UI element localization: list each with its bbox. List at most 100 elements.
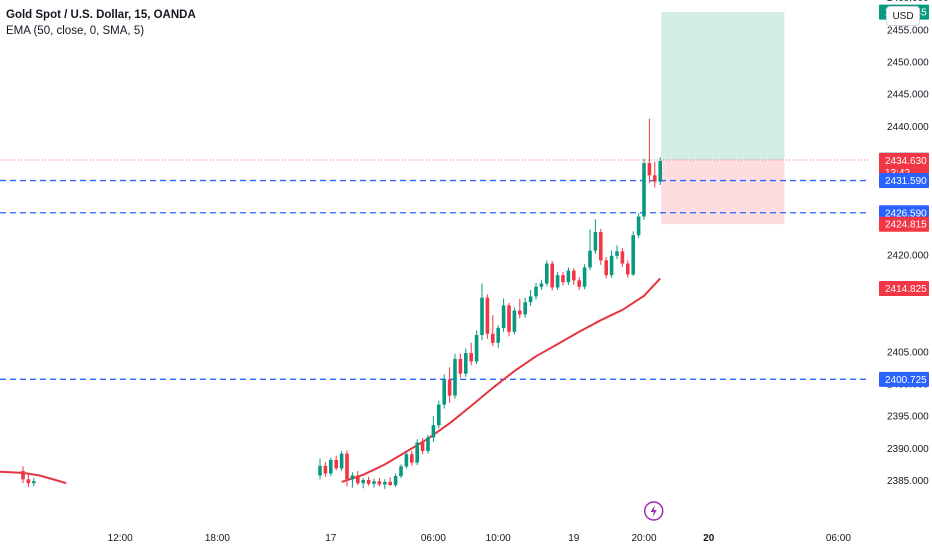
candle-body: [426, 437, 430, 451]
candle-body: [469, 353, 473, 362]
candle-body: [572, 270, 576, 281]
candle-body: [561, 275, 565, 283]
price-badge-bg: [879, 216, 929, 232]
price-badge-label: 2424.815: [885, 220, 927, 231]
price-tick-label: 2390.000: [887, 444, 929, 455]
candle-30: [464, 348, 468, 377]
candle-43: [534, 282, 538, 300]
price-badge-4: 2426.590: [879, 205, 929, 221]
candle-22: [420, 438, 425, 455]
candle-66: [658, 157, 662, 186]
candle-body: [453, 358, 457, 396]
candle-body: [545, 263, 549, 284]
candle-59: [620, 248, 625, 267]
candle-39: [512, 307, 517, 335]
indicator-label[interactable]: EMA (50, close, 0, SMA, 5): [6, 25, 145, 37]
candle-body: [431, 425, 436, 438]
price-badge-label: 2400.725: [885, 375, 927, 386]
candle-body: [582, 267, 587, 287]
price-tick-label: 2385.000: [887, 476, 929, 487]
candle-body: [21, 470, 25, 480]
candle-56: [604, 257, 608, 279]
candle-33: [480, 283, 484, 341]
time-tick-label: 20: [703, 533, 715, 544]
time-tick-label: 18:00: [205, 533, 230, 544]
price-badge-5: 2424.815: [879, 216, 929, 232]
candle-body: [615, 251, 619, 256]
candle-body: [631, 235, 635, 275]
candle-body: [383, 481, 387, 485]
time-tick-label: 06:00: [826, 533, 851, 544]
symbol-title[interactable]: Gold Spot / U.S. Dollar, 15, OANDA: [6, 9, 196, 21]
candle-body: [642, 163, 646, 217]
candle-body: [356, 475, 360, 484]
time-tick-label: 20:00: [631, 533, 656, 544]
candle-60: [626, 260, 630, 278]
candle-54: [593, 219, 598, 254]
candle-7: [339, 450, 344, 471]
candle-12: [366, 476, 371, 486]
candle-body: [501, 305, 506, 328]
candle-35: [491, 315, 495, 347]
candle-body: [366, 479, 371, 484]
candle-55: [599, 228, 603, 265]
candle-body: [480, 297, 484, 336]
candle-53: [588, 229, 592, 271]
candle-19: [404, 451, 409, 469]
candle-body: [518, 310, 522, 315]
candle-body: [653, 175, 657, 182]
event-marker[interactable]: [644, 501, 664, 521]
candle-body: [528, 296, 533, 303]
price-tick-label: 2445.000: [887, 90, 929, 101]
candle-body: [626, 263, 630, 275]
candle-38: [507, 302, 511, 337]
ema-line-0: [0, 470, 67, 485]
time-tick-label: 12:00: [108, 533, 133, 544]
candle-body: [566, 270, 571, 283]
price-badge-3: 2431.590: [879, 173, 929, 189]
candle-20: [410, 450, 414, 466]
candle-body: [372, 481, 376, 484]
currency-button[interactable]: USD: [886, 6, 920, 26]
price-tick-label: 2460.000: [887, 0, 929, 4]
time-axis[interactable]: 12:00 18:00 17 06:00 10:00 19 20:00 20 06:00: [108, 533, 852, 544]
candle-body: [404, 454, 409, 467]
candle-body: [620, 251, 625, 264]
candle-body: [555, 275, 560, 288]
candle-21: [415, 439, 419, 466]
candle-body: [415, 442, 419, 463]
price-axis[interactable]: 2385.0002390.0002395.0002400.0002405.000…: [887, 0, 929, 487]
price-tick-label: 2455.000: [887, 25, 929, 36]
price-badge-label: 2414.825: [885, 284, 927, 295]
price-tick-label: 2440.000: [887, 122, 929, 133]
candle-body: [539, 283, 544, 287]
candle-29: [458, 353, 463, 378]
candle-body: [588, 250, 592, 268]
candle-1: [26, 474, 31, 488]
candle-15: [383, 479, 387, 489]
candle-body: [512, 310, 517, 332]
candle-body: [491, 333, 495, 343]
candle-28: [453, 353, 457, 399]
candle-42: [528, 289, 533, 307]
candle-body: [334, 459, 338, 469]
candle-body: [577, 280, 581, 287]
price-badge-bg: [879, 152, 929, 179]
candle-45: [545, 260, 549, 287]
price-badge-label: 2431.590: [885, 176, 927, 187]
candle-body: [593, 232, 598, 251]
chart-legend: Gold Spot / U.S. Dollar, 15, OANDA EMA (…: [6, 8, 196, 38]
candle-23: [426, 434, 430, 454]
candle-body: [550, 263, 554, 288]
candle-body: [410, 454, 414, 463]
candle-63: [642, 158, 646, 220]
candle-51: [577, 277, 581, 290]
candle-body: [534, 286, 538, 297]
candle-2: [32, 478, 36, 487]
candle-body: [393, 476, 398, 486]
candle-47: [555, 271, 560, 290]
candle-5: [329, 457, 333, 477]
candle-61: [631, 231, 635, 276]
